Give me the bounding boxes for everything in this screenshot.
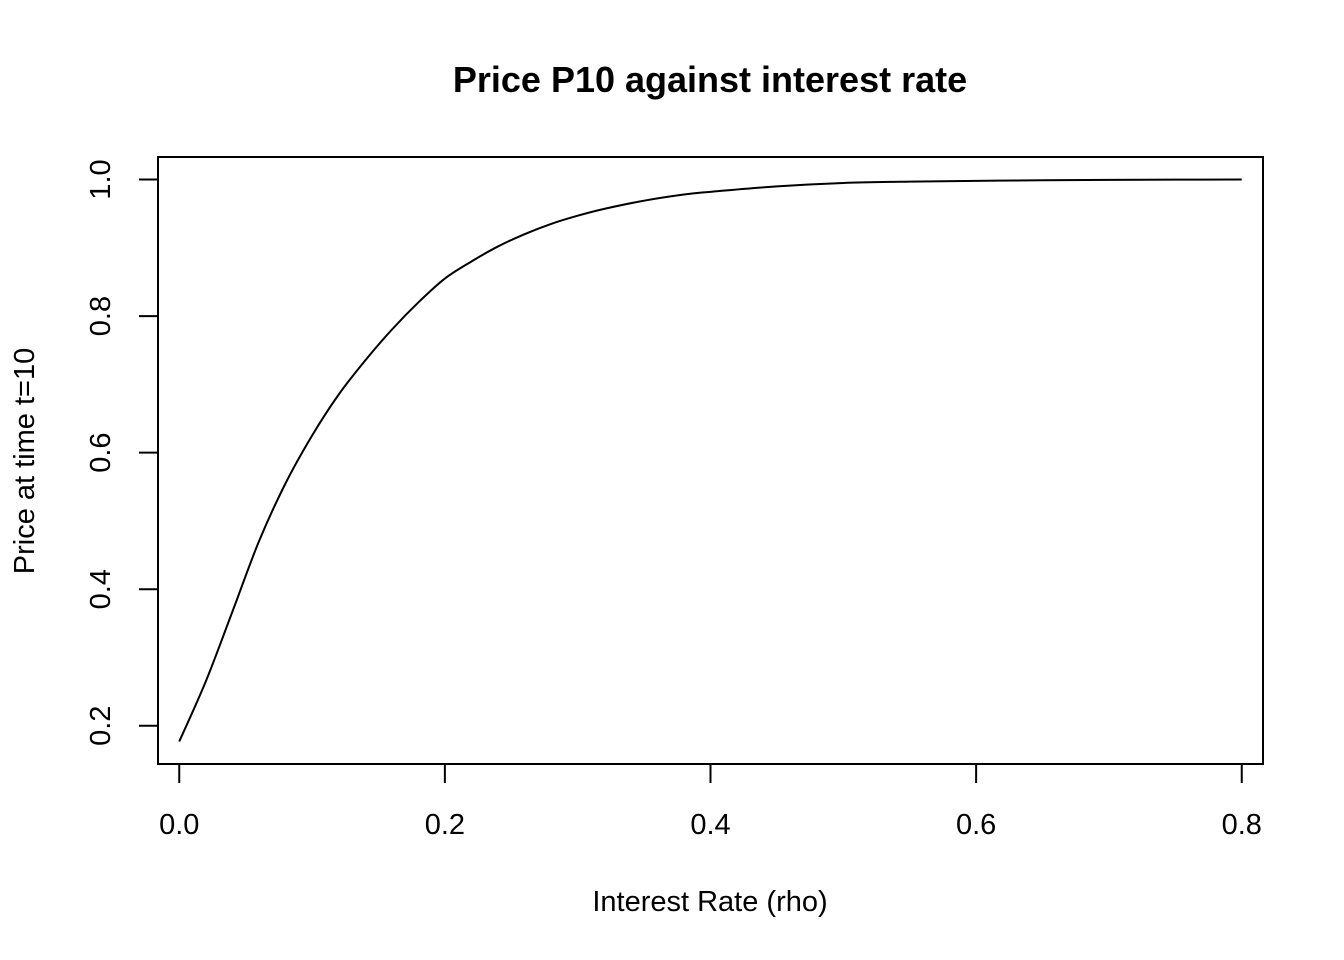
x-tick-label: 0.6	[956, 809, 996, 841]
x-tick-label: 0.4	[690, 809, 730, 841]
x-axis: 0.0 0.2 0.4 0.6 0.8	[159, 764, 1262, 841]
y-tick-label: 1.0	[85, 159, 117, 199]
chart-title: Price P10 against interest rate	[453, 59, 967, 100]
x-tick-label: 0.0	[159, 809, 199, 841]
y-tick-label: 0.4	[85, 569, 117, 609]
x-tick-label: 0.8	[1222, 809, 1262, 841]
y-tick-label: 0.2	[85, 706, 117, 746]
y-axis: 0.2 0.4 0.6 0.8 1.0	[85, 159, 158, 746]
y-tick-label: 0.6	[85, 432, 117, 472]
y-axis-label: Price at time t=10	[9, 348, 41, 574]
data-line	[178, 178, 1242, 742]
x-axis-label: Interest Rate (rho)	[592, 886, 827, 918]
y-tick-label: 0.8	[85, 296, 117, 336]
x-tick-label: 0.2	[425, 809, 465, 841]
